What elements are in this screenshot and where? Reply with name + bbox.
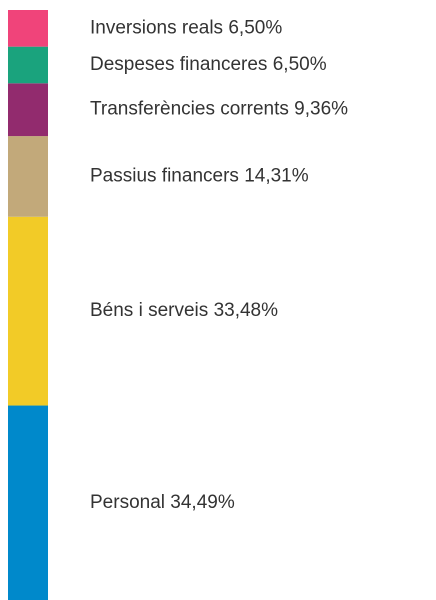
value-label: 9,36% — [294, 99, 348, 120]
value-label: 6,50% — [228, 17, 282, 38]
bar-segment — [8, 216, 48, 406]
bar-segment — [8, 10, 48, 47]
segment-label: Despeses financeres 6,50% — [90, 54, 327, 75]
bar-segment — [8, 405, 48, 600]
bar-segment — [8, 136, 48, 217]
value-label: 6,50% — [273, 54, 327, 75]
category-label: Passius financers — [90, 165, 239, 186]
category-label: Transferències corrents — [90, 99, 289, 120]
value-label: 14,31% — [244, 165, 309, 186]
category-label: Despeses financeres — [90, 54, 267, 75]
segment-label: Transferències corrents 9,36% — [90, 99, 348, 120]
bar-segment — [8, 83, 48, 137]
category-label: Inversions reals — [90, 17, 223, 38]
value-label: 34,49% — [170, 492, 235, 513]
segment-label: Béns i serveis 33,48% — [90, 300, 278, 321]
bar-segment — [8, 46, 48, 84]
category-label: Personal — [90, 492, 165, 513]
category-label: Béns i serveis — [90, 300, 208, 321]
segment-label: Inversions reals 6,50% — [90, 17, 282, 38]
segment-label: Personal 34,49% — [90, 492, 235, 513]
value-label: 33,48% — [214, 300, 279, 321]
segment-label: Passius financers 14,31% — [90, 165, 309, 186]
